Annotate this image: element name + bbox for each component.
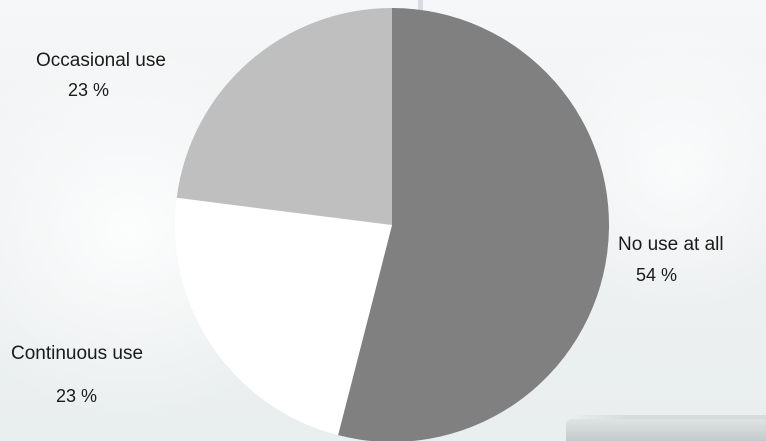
background-shelf — [566, 419, 766, 441]
pie-slice-occasional-use — [176, 8, 392, 225]
pie-slice-no-use-at-all — [338, 8, 609, 441]
pie-slices — [174, 8, 609, 441]
slice-label-no-use-at-all: No use at all — [618, 234, 724, 255]
slice-label-continuous-use: Continuous use — [11, 343, 144, 364]
slice-label-occasional-use: Occasional use — [36, 50, 166, 71]
slice-value-no-use-at-all: 54 % — [636, 265, 678, 285]
slice-value-continuous-use: 23 % — [56, 386, 98, 406]
background-shelf-edge — [570, 415, 766, 419]
slice-value-occasional-use: 23 % — [68, 80, 110, 100]
pie-slice-continuous-use — [174, 197, 392, 436]
